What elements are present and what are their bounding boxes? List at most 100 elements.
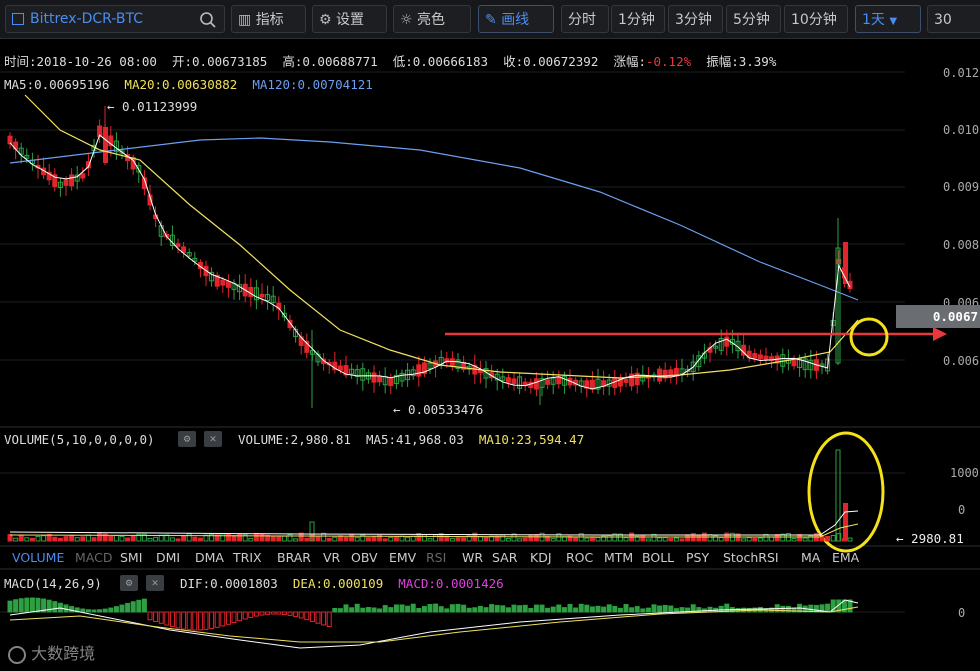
tab-brar[interactable]: BRAR	[277, 550, 311, 565]
candle-body	[371, 372, 377, 383]
tab-roc[interactable]: ROC	[566, 550, 594, 565]
tab-stochrsi[interactable]: StochRSI	[723, 550, 779, 565]
interval-button-1[interactable]: 1分钟	[611, 5, 665, 33]
tab-dmi[interactable]: DMI	[156, 550, 181, 565]
volume-bar	[427, 538, 433, 542]
more-button[interactable]: 30	[927, 5, 980, 33]
macd-histogram-bar	[35, 597, 41, 613]
volume-bar	[640, 534, 646, 542]
tab-boll[interactable]: BOLL	[642, 550, 675, 565]
macd-histogram-bar	[270, 611, 276, 615]
interval-button-4[interactable]: 10分钟	[784, 5, 848, 33]
volume-bar	[673, 537, 679, 542]
tab-macd[interactable]: MACD	[75, 550, 113, 565]
ma120-line	[9, 137, 859, 301]
candle-body	[259, 293, 265, 298]
candle-body	[80, 173, 86, 179]
macd-histogram-bar	[724, 603, 730, 613]
volume-bar	[505, 537, 511, 542]
search-icon[interactable]	[199, 11, 217, 29]
checkbox-icon	[12, 13, 24, 25]
tab-dma[interactable]: DMA	[195, 550, 224, 565]
tab-wr[interactable]: WR	[462, 550, 484, 565]
macd-histogram-bar	[136, 599, 142, 613]
volume-bar	[573, 537, 579, 542]
volume-bar	[18, 534, 24, 542]
macd-histogram-bar	[416, 607, 422, 613]
ohlc-open: 开:0.00673185	[172, 54, 268, 69]
tab-rsi[interactable]: RSI	[426, 550, 447, 565]
candle-body	[668, 369, 674, 378]
interval-button-2[interactable]: 3分钟	[668, 5, 723, 33]
volume-bar	[550, 537, 556, 542]
volume-bar	[265, 534, 271, 542]
tab-volume[interactable]: VOLUME	[12, 550, 65, 565]
candle-body	[214, 274, 220, 287]
macd-histogram-bar	[573, 607, 579, 613]
volume-bar	[41, 535, 47, 542]
volume-bar	[388, 536, 394, 542]
candle-body	[757, 354, 763, 360]
interval-button-0[interactable]: 分时	[561, 5, 609, 33]
volume-bar	[657, 537, 663, 542]
interval-button-3[interactable]: 5分钟	[726, 5, 781, 33]
volume-bar	[35, 535, 41, 542]
candle-body	[57, 181, 63, 188]
volume-bar	[13, 537, 19, 542]
candle-body	[52, 174, 58, 188]
volume-bar	[281, 535, 287, 542]
volume-bar	[584, 537, 590, 542]
volume-close-icon[interactable]: ✕	[204, 431, 222, 447]
tab-psy[interactable]: PSY	[686, 550, 710, 565]
macd-settings-icon[interactable]: ⚙	[120, 575, 138, 591]
tab-obv[interactable]: OBV	[351, 550, 378, 565]
volume-bar	[377, 534, 383, 542]
symbol-search[interactable]: Bittrex-DCR-BTC	[5, 5, 225, 33]
settings-button[interactable]: ⚙ 设置	[312, 5, 387, 33]
tab-smi[interactable]: SMI	[120, 550, 143, 565]
tab-ema[interactable]: EMA	[832, 550, 860, 565]
current-price-tag: 0.0067	[896, 305, 980, 328]
tab-kdj[interactable]: KDJ	[530, 550, 552, 565]
macd-dea-line	[9, 606, 859, 643]
interval-dropdown[interactable]: 1天 ▼	[855, 5, 921, 33]
macd-histogram-bar	[813, 604, 819, 613]
tab-vr[interactable]: VR	[323, 550, 341, 565]
indicators-button[interactable]: ▥ 指标	[231, 5, 306, 33]
macd-histogram-bar	[690, 604, 696, 613]
candle-body	[304, 340, 310, 353]
macd-dea: DEA:0.000109	[292, 576, 384, 591]
ma20-line	[24, 94, 859, 379]
theme-button[interactable]: ☼ 亮色	[393, 5, 471, 33]
candle-body	[147, 194, 153, 206]
candle-body	[46, 171, 52, 181]
macd-histogram-bar	[382, 605, 388, 613]
macd-histogram-bar	[332, 607, 338, 613]
ohlc-row: 时间:2018-10-26 08:00 开:0.00673185 高:0.006…	[4, 51, 776, 70]
tab-trix[interactable]: TRIX	[233, 550, 262, 565]
draw-button[interactable]: ✎ 画线	[478, 5, 554, 33]
volume-bar	[494, 535, 500, 542]
watermark-text: 大数跨境	[31, 644, 96, 663]
macd-close-icon[interactable]: ✕	[146, 575, 164, 591]
macd-histogram-bar	[220, 611, 226, 627]
interval-label: 1分钟	[618, 12, 655, 28]
tab-mtm[interactable]: MTM	[604, 550, 634, 565]
macd-histogram-bar	[74, 607, 80, 613]
interval-label: 5分钟	[733, 12, 770, 28]
tab-sar[interactable]: SAR	[492, 550, 518, 565]
macd-histogram-bar	[102, 608, 108, 613]
volume-ma10: MA10:23,594.47	[478, 432, 585, 447]
candle-body	[175, 243, 181, 247]
volume-bar	[444, 535, 450, 542]
volume-bar	[63, 536, 69, 542]
macd-histogram-bar	[298, 611, 304, 619]
volume-bar	[433, 534, 439, 542]
tab-ma[interactable]: MA	[801, 550, 821, 565]
volume-settings-icon[interactable]: ⚙	[178, 431, 196, 447]
volume-bar	[231, 535, 237, 542]
macd-histogram-bar	[707, 606, 713, 613]
macd-histogram-bar	[511, 604, 517, 613]
tab-emv[interactable]: EMV	[389, 550, 417, 565]
